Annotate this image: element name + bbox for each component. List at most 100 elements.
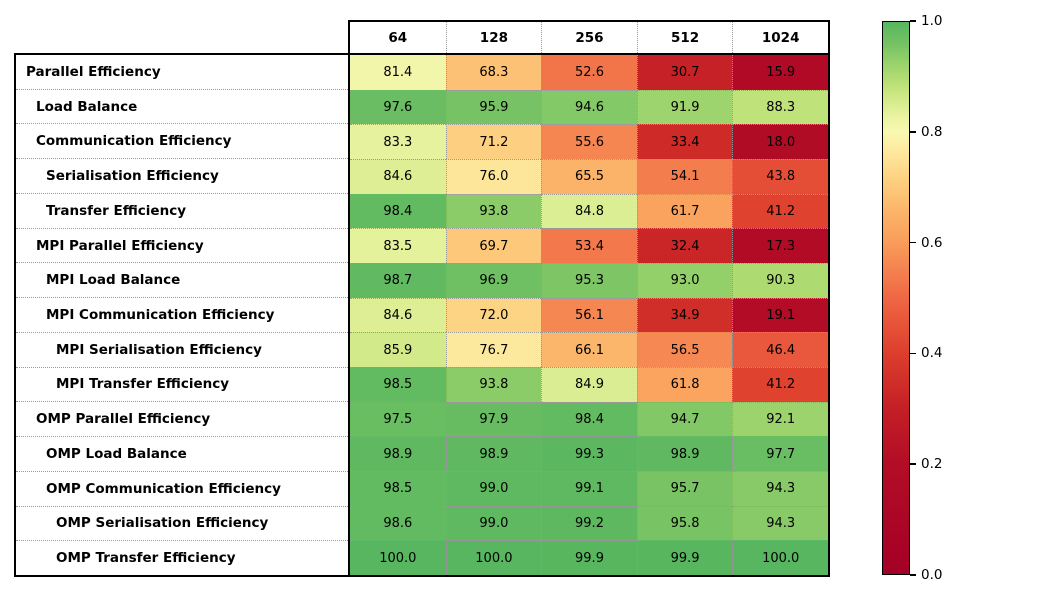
heatmap-cell: 33.4 xyxy=(636,124,733,159)
column-headers: 64 128 256 512 1024 xyxy=(348,20,830,53)
heatmap-cell: 98.4 xyxy=(541,401,637,437)
row-label: MPI Communication Efficiency xyxy=(16,297,348,332)
heatmap-cell: 100.0 xyxy=(350,540,446,575)
row-label: Communication Efficiency xyxy=(16,123,348,158)
heatmap-cell: 66.1 xyxy=(541,332,637,367)
heatmap-cell: 94.7 xyxy=(636,401,733,437)
heatmap-cell: 98.9 xyxy=(350,436,446,471)
colorbar-tick xyxy=(910,463,916,465)
heatmap-cell: 92.1 xyxy=(732,401,828,437)
colorbar-tick-label: 0.6 xyxy=(921,234,943,251)
heatmap-cell: 81.4 xyxy=(350,55,446,90)
heatmap-cell: 61.8 xyxy=(636,367,733,402)
heatmap-cell: 99.0 xyxy=(445,471,542,506)
heatmap-cell: 56.5 xyxy=(636,332,733,367)
column-header: 128 xyxy=(445,22,542,53)
heatmap-cell: 98.9 xyxy=(445,436,542,471)
heatmap-cell: 99.0 xyxy=(445,505,542,541)
row-label: Load Balance xyxy=(16,88,348,124)
heatmap-grid: 81.4 68.3 52.6 30.7 15.9 97.6 95.9 94.6 91.9 88.3… xyxy=(350,53,830,577)
heatmap-cell: 98.6 xyxy=(350,505,446,541)
row-label: Transfer Efficiency xyxy=(16,192,348,228)
heatmap-cell: 99.9 xyxy=(636,540,733,575)
colorbar-tick xyxy=(910,352,916,355)
colorbar-tick-label: 0.0 xyxy=(921,567,943,583)
colorbar-tick xyxy=(910,574,916,576)
heatmap-cell: 19.1 xyxy=(732,297,828,333)
heatmap-cell: 94.6 xyxy=(541,89,637,125)
heatmap-cell: 98.9 xyxy=(636,436,733,471)
row-label: OMP Parallel Efficiency xyxy=(16,401,348,436)
heatmap-cell: 97.6 xyxy=(350,89,446,125)
row-label: MPI Load Balance xyxy=(16,262,348,297)
heatmap-cell: 34.9 xyxy=(636,297,733,333)
heatmap-cell: 93.8 xyxy=(445,193,542,229)
row-label: Parallel Efficiency xyxy=(26,63,161,80)
heatmap-cell: 93.0 xyxy=(636,263,733,298)
heatmap-cell: 84.9 xyxy=(541,367,637,402)
column-header: 256 xyxy=(541,22,637,53)
heatmap-cell: 54.1 xyxy=(636,159,733,194)
column-header: 1024 xyxy=(732,22,828,53)
heatmap-cell: 95.3 xyxy=(541,263,637,298)
heatmap-cell: 84.6 xyxy=(350,159,446,194)
row-label: MPI Parallel Efficiency xyxy=(16,227,348,263)
row-label: OMP Load Balance xyxy=(16,436,348,471)
heatmap-cell: 91.9 xyxy=(636,89,733,125)
row-label: OMP Communication Efficiency xyxy=(16,470,348,506)
heatmap-cell: 99.1 xyxy=(541,471,637,506)
heatmap-cell: 97.5 xyxy=(350,401,446,437)
heatmap-cell: 53.4 xyxy=(541,228,637,263)
heatmap-cell: 56.1 xyxy=(541,297,637,333)
heatmap-cell: 18.0 xyxy=(732,124,828,159)
row-label: Serialisation Efficiency xyxy=(16,158,348,193)
heatmap-cell: 17.3 xyxy=(732,228,828,263)
heatmap-cell: 41.2 xyxy=(732,367,828,402)
colorbar-tick-label: 0.4 xyxy=(921,345,943,362)
heatmap-cell: 95.7 xyxy=(636,471,733,506)
colorbar-tick-label: 0.8 xyxy=(921,123,943,140)
column-header: 512 xyxy=(636,22,733,53)
heatmap-cell: 97.9 xyxy=(445,401,542,437)
heatmap-cell: 84.8 xyxy=(541,193,637,229)
row-label: OMP Transfer Efficiency xyxy=(16,540,348,575)
heatmap-cell: 99.3 xyxy=(541,436,637,471)
heatmap-cell: 83.5 xyxy=(350,228,446,263)
heatmap-cell: 83.3 xyxy=(350,124,446,159)
heatmap-cell: 93.8 xyxy=(445,367,542,402)
heatmap-cell: 100.0 xyxy=(732,540,828,575)
heatmap-cell: 95.8 xyxy=(636,505,733,541)
colorbar-tick-label: 1.0 xyxy=(921,13,943,29)
heatmap-cell: 46.4 xyxy=(732,332,828,367)
heatmap-cell: 55.6 xyxy=(541,124,637,159)
heatmap-cell: 30.7 xyxy=(636,55,733,90)
heatmap-cell: 15.9 xyxy=(732,55,828,90)
heatmap-cell: 32.4 xyxy=(636,228,733,263)
heatmap-cell: 95.9 xyxy=(445,89,542,125)
heatmap-cell: 90.3 xyxy=(732,263,828,298)
heatmap-cell: 98.4 xyxy=(350,193,446,229)
heatmap-cell: 85.9 xyxy=(350,332,446,367)
heatmap-cell: 97.7 xyxy=(732,436,828,471)
heatmap-cell: 69.7 xyxy=(445,228,542,263)
heatmap-cell: 84.6 xyxy=(350,297,446,333)
row-label: OMP Serialisation Efficiency xyxy=(16,505,348,541)
row-labels: Parallel Efficiency Load Balance Communica… xyxy=(14,53,350,577)
heatmap-cell: 76.7 xyxy=(445,332,542,367)
colorbar-gradient xyxy=(882,21,910,575)
heatmap-cell: 98.7 xyxy=(350,263,446,298)
heatmap-cell: 41.2 xyxy=(732,193,828,229)
heatmap-cell: 99.9 xyxy=(541,540,637,575)
heatmap-cell: 52.6 xyxy=(541,55,637,90)
colorbar-tick xyxy=(910,241,916,244)
heatmap-cell: 100.0 xyxy=(445,540,542,575)
colorbar-tick xyxy=(910,20,916,22)
heatmap-cell: 96.9 xyxy=(445,263,542,298)
heatmap-cell: 65.5 xyxy=(541,159,637,194)
heatmap-cell: 88.3 xyxy=(732,89,828,125)
heatmap-cell: 76.0 xyxy=(445,159,542,194)
heatmap-cell: 94.3 xyxy=(732,505,828,541)
colorbar-tick xyxy=(910,131,916,133)
heatmap-cell: 43.8 xyxy=(732,159,828,194)
